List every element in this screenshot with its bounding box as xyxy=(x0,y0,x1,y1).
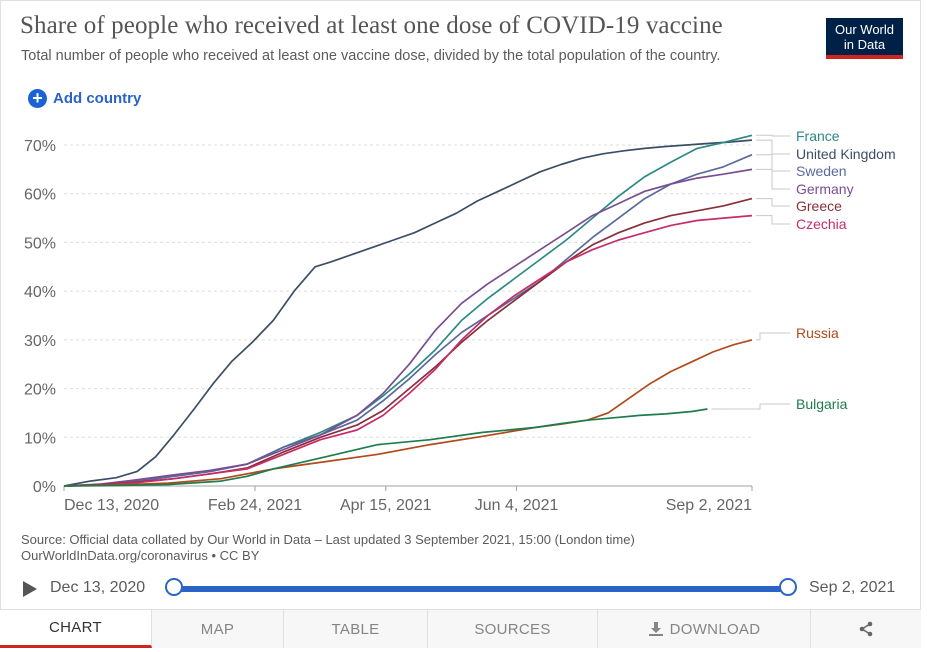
tab-sources-label: SOURCES xyxy=(474,620,551,638)
y-tick-label: 0% xyxy=(33,479,56,496)
logo-line-2: in Data xyxy=(843,37,886,52)
source-line-1: Source: Official data collated by Our Wo… xyxy=(21,532,635,547)
x-tick-label: Jun 4, 2021 xyxy=(475,497,559,514)
line-chart[interactable]: 0% 10% 20% 30% 40% 50% 60% 70% Dec 13, 2020 Feb 2… xyxy=(0,120,921,530)
tab-map[interactable]: MAP xyxy=(152,610,284,648)
tab-sources[interactable]: SOURCES xyxy=(428,610,598,648)
tab-table[interactable]: TABLE xyxy=(284,610,428,648)
timeline-start-label: Dec 13, 2020 xyxy=(50,579,146,596)
add-country-button[interactable]: + Add country xyxy=(28,88,141,108)
legend-label[interactable]: Bulgaria xyxy=(796,396,848,412)
y-tick-label: 20% xyxy=(24,382,56,399)
chart-title: Share of people who received at least on… xyxy=(20,12,723,39)
tab-chart-label: CHART xyxy=(49,619,102,636)
timeline-end-label: Sep 2, 2021 xyxy=(809,579,896,596)
legend-connector xyxy=(756,139,790,155)
add-country-label: Add country xyxy=(53,89,142,107)
tab-download-label: DOWNLOAD xyxy=(669,620,761,638)
timeline-end-handle[interactable] xyxy=(779,578,797,596)
legend-label[interactable]: Greece xyxy=(796,198,842,214)
y-tick-label: 60% xyxy=(24,187,56,204)
plus-circle-icon: + xyxy=(28,88,47,108)
tab-download[interactable]: DOWNLOAD xyxy=(598,610,811,648)
x-tick-label: Dec 13, 2020 xyxy=(64,497,159,514)
share-icon xyxy=(859,621,873,637)
legend-label[interactable]: Czechia xyxy=(796,216,847,232)
y-tick-label: 30% xyxy=(24,333,56,350)
timeline-start-handle[interactable] xyxy=(165,578,183,596)
y-tick-label: 40% xyxy=(24,284,56,301)
y-tick-label: 50% xyxy=(24,235,56,252)
x-tick-label: Sep 2, 2021 xyxy=(666,497,752,514)
legend-label[interactable]: Germany xyxy=(796,181,854,197)
legend-connector xyxy=(756,134,790,137)
x-tick-label: Apr 15, 2021 xyxy=(340,497,432,514)
tab-bar: CHART MAP TABLE SOURCES DOWNLOAD xyxy=(0,609,921,648)
legend-connector xyxy=(756,215,790,225)
source-note: Source: Official data collated by Our Wo… xyxy=(21,532,635,564)
legend-label[interactable]: Sweden xyxy=(796,163,847,179)
legend-connector xyxy=(756,168,790,190)
tab-chart[interactable]: CHART xyxy=(0,610,152,648)
series-line-sweden xyxy=(63,153,753,487)
y-tick-label: 10% xyxy=(24,430,56,447)
download-icon xyxy=(648,622,663,636)
tab-map-label: MAP xyxy=(200,620,235,638)
legend-connector xyxy=(756,332,790,341)
play-icon[interactable] xyxy=(23,581,37,597)
chart-subtitle: Total number of people who received at l… xyxy=(21,48,721,64)
timeline-track[interactable] xyxy=(174,586,788,592)
x-tick-label: Feb 24, 2021 xyxy=(208,497,302,514)
legend-connector xyxy=(711,403,790,410)
series-line-czechia xyxy=(63,214,753,487)
y-tick-label: 70% xyxy=(24,138,56,155)
legend-label[interactable]: Russia xyxy=(796,325,839,341)
legend-connector xyxy=(756,198,790,207)
logo-line-1: Our World xyxy=(835,22,894,37)
tab-table-label: TABLE xyxy=(331,620,380,638)
legend-label[interactable]: France xyxy=(796,128,840,144)
legend-connector xyxy=(756,154,790,172)
series-line-france xyxy=(63,134,753,487)
owid-logo[interactable]: Our World in Data xyxy=(826,18,903,59)
timeline: Dec 13, 2020 Sep 2, 2021 xyxy=(0,572,921,606)
legend-label[interactable]: United Kingdom xyxy=(796,146,896,162)
source-line-2[interactable]: OurWorldInData.org/coronavirus • CC BY xyxy=(21,548,260,563)
series-line-germany xyxy=(63,168,753,487)
series-line-united-kingdom xyxy=(63,139,753,487)
series-line-bulgaria xyxy=(63,408,708,487)
series-line-russia xyxy=(63,339,753,487)
tab-share[interactable] xyxy=(811,610,921,648)
